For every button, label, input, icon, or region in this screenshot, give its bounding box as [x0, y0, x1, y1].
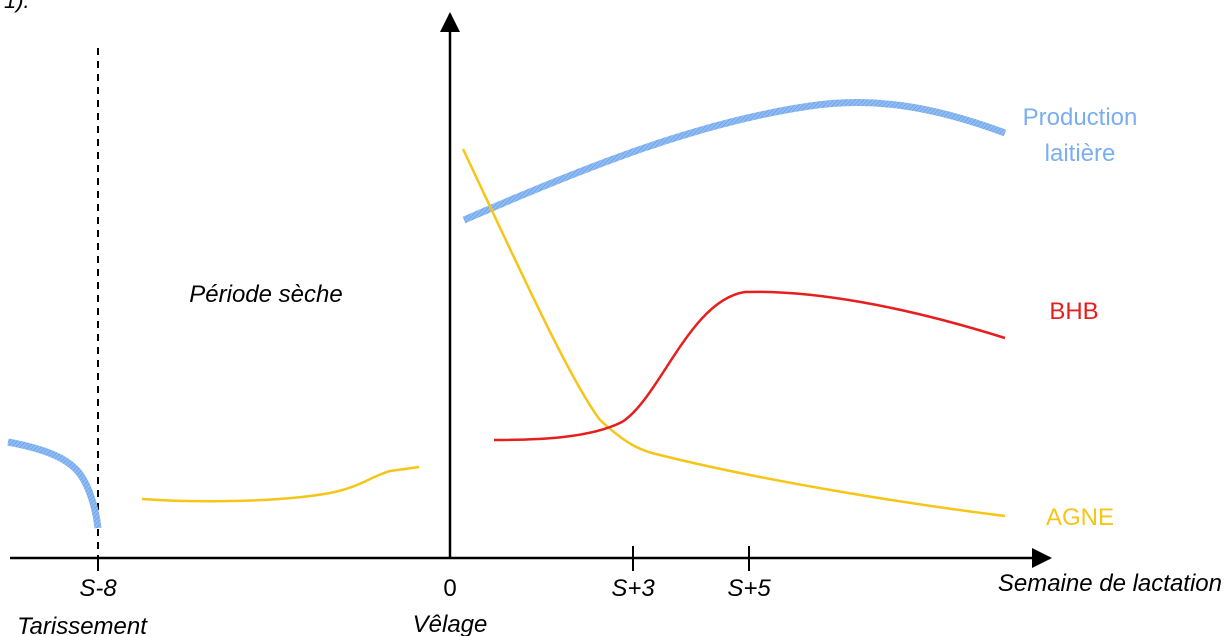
agne-curve-pre: [141, 465, 420, 503]
header-fragment: 1).: [4, 0, 30, 13]
milk-curve-pre: [7, 438, 102, 529]
milk-curve-lactation: [462, 98, 1007, 224]
agne-curve-lactation: [461, 148, 1006, 518]
bhb-curve: [493, 290, 1006, 442]
tick-label-zero: 0: [443, 575, 456, 602]
tick-label-s-plus-5: S+5: [727, 575, 771, 602]
bhb-series-label: BHB: [1049, 298, 1098, 325]
agne-series-label: AGNE: [1046, 504, 1114, 531]
tick-label-s-minus-8: S-8: [79, 575, 117, 602]
tick-label-s-plus-3: S+3: [611, 575, 655, 602]
x-axis-title: Semaine de lactation: [998, 570, 1222, 597]
milk-series-label-line1: Production: [1023, 104, 1138, 131]
period-label: Période sèche: [189, 281, 342, 308]
tick-sub-tarissement: Tarissement: [17, 613, 148, 636]
tick-sub-velage: Vêlage: [413, 611, 488, 636]
milk-series-label-line2: laitière: [1045, 140, 1116, 167]
